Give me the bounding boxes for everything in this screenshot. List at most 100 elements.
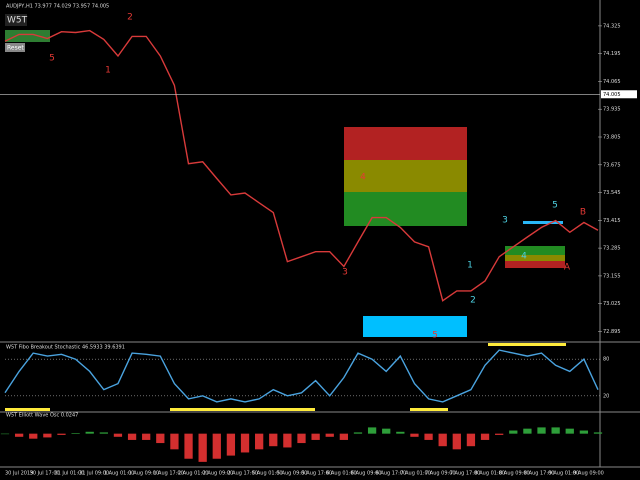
osc-bar bbox=[466, 433, 476, 447]
time-label: 9 Aug 01:00 bbox=[549, 471, 580, 477]
time-label: 31 Jul 09:00 bbox=[79, 471, 109, 477]
osc-bar bbox=[480, 433, 490, 440]
osc-bar bbox=[579, 430, 589, 434]
time-label: 7 Aug 09:00 bbox=[425, 471, 456, 477]
osc-bar bbox=[551, 427, 560, 434]
y-tick-label: 73.415 bbox=[603, 218, 621, 224]
time-label: 30 Jul 2019 bbox=[5, 471, 33, 477]
osc-bar bbox=[311, 433, 320, 440]
osc-bar bbox=[0, 433, 10, 435]
wave-label: 4 bbox=[521, 252, 527, 262]
wave-label: A bbox=[564, 263, 571, 273]
y-tick-label: 74.325 bbox=[603, 23, 621, 29]
osc-bar bbox=[57, 433, 66, 435]
time-label: 6 Aug 01:00 bbox=[326, 471, 357, 477]
osc-bar bbox=[325, 433, 334, 437]
target-zone bbox=[363, 316, 467, 337]
y-tick-label: 73.545 bbox=[603, 190, 621, 196]
osc-bar bbox=[29, 433, 38, 439]
y-tick-label: 20 bbox=[603, 393, 609, 399]
osc-bar bbox=[255, 433, 264, 450]
fib-zone bbox=[344, 192, 467, 226]
time-label: 1 Aug 01:00 bbox=[104, 471, 135, 477]
osc-bar bbox=[113, 433, 123, 437]
y-tick-label: 73.025 bbox=[603, 301, 621, 307]
osc-bar bbox=[127, 433, 137, 440]
wave-label: B bbox=[580, 208, 586, 218]
fib-zone bbox=[344, 127, 467, 160]
time-label: 7 Aug 17:00 bbox=[450, 471, 481, 477]
osc-bar bbox=[142, 433, 151, 440]
time-label: 8 Aug 09:00 bbox=[499, 471, 530, 477]
time-label: 5 Aug 17:00 bbox=[302, 471, 333, 477]
osc-bar bbox=[170, 433, 179, 450]
osc-bar bbox=[523, 428, 532, 434]
fib-zone bbox=[505, 261, 565, 268]
y-tick-label: 74.065 bbox=[603, 79, 621, 85]
osc-bar bbox=[297, 433, 306, 444]
panel-title: W5T Elliott Wave Osc 0.0247 bbox=[6, 413, 78, 419]
osc-bar bbox=[367, 427, 377, 434]
time-label: 2 Aug 09:00 bbox=[203, 471, 234, 477]
y-tick-label: 73.935 bbox=[603, 107, 621, 113]
osc-bar bbox=[410, 433, 419, 437]
time-label: 6 Aug 17:00 bbox=[376, 471, 407, 477]
osc-bar bbox=[452, 433, 461, 450]
osc-bar bbox=[156, 433, 165, 444]
reset-label[interactable]: Reset bbox=[7, 45, 24, 52]
time-label: 8 Aug 01:00 bbox=[474, 471, 505, 477]
time-label: 30 Jul 17:00 bbox=[30, 471, 60, 477]
osc-bar bbox=[424, 433, 433, 440]
time-label: 5 Aug 01:00 bbox=[252, 471, 283, 477]
signal-bar bbox=[5, 408, 50, 411]
wave-label: 3 bbox=[342, 268, 348, 278]
time-label: 9 Aug 09:00 bbox=[573, 471, 604, 477]
osc-bar bbox=[43, 433, 52, 438]
wave-label: 5 bbox=[432, 331, 438, 341]
badge-box bbox=[5, 14, 27, 26]
y-tick-label: 74.195 bbox=[603, 51, 621, 57]
fib-zone bbox=[505, 255, 565, 261]
osc-bar bbox=[240, 433, 250, 453]
osc-bar bbox=[537, 427, 546, 434]
fib-zone bbox=[505, 246, 565, 255]
osc-bar bbox=[339, 433, 348, 440]
wave-label: 5 bbox=[552, 201, 558, 211]
time-label: 7 Aug 01:00 bbox=[400, 471, 431, 477]
osc-bar bbox=[495, 433, 504, 435]
osc-bar bbox=[212, 433, 221, 459]
osc-bar bbox=[565, 428, 574, 434]
osc-bar bbox=[184, 433, 193, 459]
osc-bar bbox=[593, 432, 603, 434]
y-tick-label: 73.155 bbox=[603, 273, 621, 279]
y-tick-label: 73.285 bbox=[603, 246, 621, 252]
y-tick-label: 73.675 bbox=[603, 162, 621, 168]
badge: W5T bbox=[7, 16, 28, 26]
time-label: 1 Aug 17:00 bbox=[153, 471, 184, 477]
osc-bar bbox=[14, 433, 24, 437]
stochastic-line bbox=[4, 349, 599, 403]
reset-button[interactable] bbox=[5, 43, 25, 52]
symbol-info: AUDJPY,H1 73.977 74.029 73.957 74.005 bbox=[6, 4, 109, 10]
signal-bar bbox=[410, 408, 448, 411]
level-marker bbox=[523, 221, 563, 224]
signal-bar bbox=[170, 408, 315, 411]
time-label: 1 Aug 09:00 bbox=[129, 471, 160, 477]
wave-label: 1 bbox=[467, 261, 473, 271]
osc-bar bbox=[396, 431, 405, 434]
wave-label: 3 bbox=[502, 216, 508, 226]
osc-bar bbox=[382, 428, 391, 434]
price-line bbox=[4, 29, 599, 302]
time-label: 2 Aug 17:00 bbox=[227, 471, 258, 477]
osc-bar bbox=[438, 433, 447, 447]
osc-bar bbox=[353, 432, 363, 434]
signal-bar bbox=[488, 343, 566, 346]
panel-title: W5T Fibo Breakout Stochastic 46.5933 39.… bbox=[6, 345, 125, 351]
time-label: 31 Jul 01:00 bbox=[54, 471, 84, 477]
wave-label: 4 bbox=[360, 173, 366, 183]
osc-bar bbox=[198, 433, 207, 462]
osc-bar bbox=[509, 430, 518, 434]
wave-label: 2 bbox=[127, 13, 133, 23]
osc-bar bbox=[226, 433, 236, 456]
